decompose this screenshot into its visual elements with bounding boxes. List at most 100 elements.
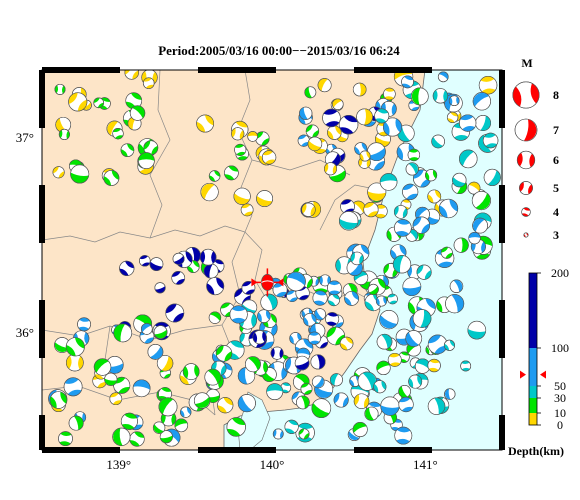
focal-mechanism [204, 368, 222, 386]
depth-scale-frame [528, 272, 538, 426]
focal-mechanism [452, 172, 467, 188]
focal-mechanism [324, 162, 338, 176]
frame-tick-bar [354, 447, 432, 453]
focal-mechanism [383, 87, 396, 101]
focal-mechanism [375, 295, 387, 307]
magnitude-legend-label: 4 [553, 205, 559, 219]
focal-mechanism [425, 169, 438, 182]
focal-mechanism [112, 427, 131, 446]
focal-mechanism [414, 358, 431, 374]
focal-mechanism [313, 308, 326, 321]
focal-mechanism [312, 290, 328, 306]
focal-mechanism [471, 191, 491, 211]
magnitude-legend-symbol [514, 118, 538, 142]
focal-mechanism [266, 383, 284, 401]
focal-mechanism [363, 202, 379, 218]
lon-tick-label: 139° [106, 457, 131, 472]
focal-mechanism [171, 271, 186, 285]
focal-mechanism [231, 127, 245, 141]
focal-mechanism [472, 92, 491, 111]
focal-mechanism-markers [48, 70, 501, 447]
focal-mechanism [113, 323, 133, 343]
focal-mechanism [58, 431, 73, 447]
focal-mechanism [387, 293, 398, 305]
focal-mechanism [77, 317, 91, 332]
focal-mechanism [338, 115, 359, 135]
focal-mechanism [352, 82, 367, 97]
focal-mechanism [325, 312, 340, 327]
focal-mechanism [142, 77, 155, 89]
focal-mechanism [453, 237, 469, 253]
focal-mechanism [344, 291, 359, 306]
focal-mechanism [206, 277, 225, 296]
focal-mechanism [307, 331, 321, 345]
focal-mechanism [448, 95, 460, 107]
focal-mechanism [443, 339, 455, 351]
magnitude-legend-label: 5 [553, 181, 559, 195]
focal-mechanism [338, 211, 359, 231]
lat-tick-label: 37° [16, 130, 34, 145]
focal-mechanism [52, 166, 65, 179]
focal-mechanism [482, 132, 499, 149]
focal-mechanism [380, 396, 400, 416]
depth-scale-title: Depth(km) [508, 444, 564, 458]
focal-mechanism [280, 382, 292, 394]
frame-tick-bar [499, 415, 505, 450]
frame-tick-bar [354, 67, 432, 73]
focal-mechanism [483, 168, 501, 186]
focal-mechanism [256, 190, 274, 208]
focal-mechanism [460, 360, 472, 372]
map-area: 139° 140° 141° 37° 36° [16, 67, 505, 472]
focal-mechanism [237, 394, 256, 413]
focal-mechanism [374, 108, 390, 124]
focal-mechanism [153, 325, 168, 339]
focal-mechanism [257, 309, 271, 323]
focal-mechanism [138, 152, 155, 169]
focal-mechanism [437, 71, 449, 83]
frame-tick-bar [39, 185, 45, 243]
focal-mechanism [367, 142, 386, 162]
axis-ticks: 139° 140° 141° 37° 36° [16, 67, 505, 472]
focal-mechanism [247, 131, 258, 142]
focal-mechanism [54, 83, 66, 95]
frame-tick-bar [42, 447, 120, 453]
focal-mechanism [120, 143, 135, 157]
focal-mechanism [284, 419, 299, 434]
selected-event-marker [251, 268, 284, 297]
focal-mechanism [392, 255, 412, 274]
focal-mechanism [327, 125, 342, 140]
frame-tick-bar [499, 70, 505, 128]
focal-mechanism [402, 277, 422, 297]
focal-mechanism [327, 280, 342, 296]
focal-mechanism [311, 398, 332, 418]
focal-mechanism [383, 117, 402, 137]
magnitude-legend-symbol [523, 232, 529, 238]
focal-mechanism [305, 124, 320, 138]
map-title: Period:2005/03/16 00:00−−2015/03/16 06:2… [158, 43, 400, 58]
focal-mechanism [203, 263, 219, 279]
focal-mechanism [140, 323, 153, 335]
focal-mechanism [459, 149, 478, 169]
focal-mechanism [394, 219, 412, 237]
focal-mechanism [68, 92, 88, 112]
focal-mechanism [304, 86, 317, 99]
focal-mechanism [68, 415, 84, 431]
focal-mechanism [49, 391, 68, 409]
magnitude-legend-label: 6 [553, 153, 559, 167]
focal-mechanism [367, 283, 379, 295]
focal-mechanism [298, 428, 310, 440]
frame-tick-bar [39, 70, 45, 128]
focal-mechanism [233, 187, 251, 205]
focal-mechanism [55, 116, 72, 133]
focal-mechanism [329, 373, 343, 387]
focal-mechanism [398, 396, 414, 413]
frame-tick-bar [198, 447, 276, 453]
prefecture-border [149, 70, 171, 239]
focal-mechanism [244, 356, 261, 373]
focal-mechanism [438, 198, 459, 219]
focal-mechanism [364, 406, 379, 421]
frame-tick-bar [499, 300, 505, 358]
focal-mechanism [70, 164, 90, 184]
focal-mechanism [405, 229, 419, 242]
